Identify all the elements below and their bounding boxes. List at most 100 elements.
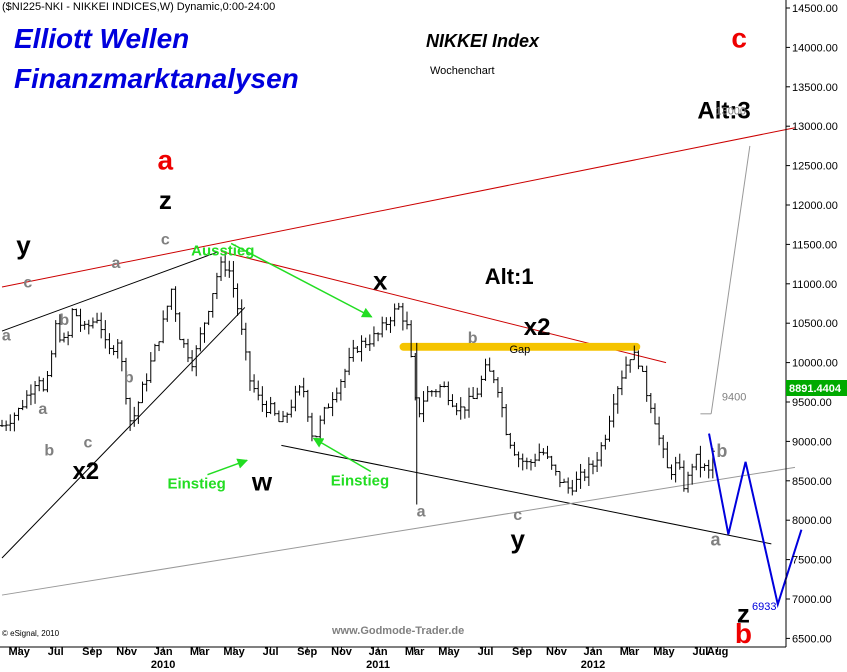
x-tick-label: Aug: [707, 646, 728, 658]
wave-label: c: [23, 275, 32, 292]
y-axis: 6500.00 7000.00 7500.00 8000.00 8500.00 9000.…: [785, 0, 838, 647]
wave-label: c: [161, 231, 170, 248]
x-tick-label: Jan: [583, 646, 602, 658]
x-tick-label: Sep: [512, 646, 532, 658]
price-bars: [0, 252, 715, 505]
wave-label: a: [710, 529, 721, 549]
trend-line: [1, 251, 218, 332]
x-tick-label: Jan: [369, 646, 388, 658]
gap-zone: Gap: [399, 342, 641, 356]
y-tick-label: 14000.00: [792, 42, 838, 54]
title-line1: Elliott Wellen: [14, 23, 189, 54]
wave-label: b: [735, 618, 752, 649]
wave-label: x2: [72, 458, 99, 485]
x-tick-label: Nov: [116, 646, 138, 658]
y-tick-label: 8000.00: [792, 515, 832, 527]
level-label: 9400: [722, 391, 746, 403]
x-tick-label: Jul: [692, 646, 708, 658]
wave-label: b: [59, 312, 69, 329]
gap-label: Gap: [510, 344, 531, 356]
last-price-label: 8891.4404: [789, 383, 842, 395]
x-tick-label: May: [438, 646, 460, 658]
website-label: www.Godmode-Trader.de: [331, 625, 464, 637]
x-tick-label: Sep: [297, 646, 317, 658]
wave-label: x: [373, 265, 388, 295]
wave-label: b: [44, 443, 54, 460]
wave-label: b: [716, 441, 727, 461]
x-tick-label: Nov: [546, 646, 568, 658]
x-tick-label: Sep: [82, 646, 102, 658]
y-tick-label: 9500.00: [792, 397, 832, 409]
wave-label: b: [124, 369, 134, 386]
y-tick-label: 7000.00: [792, 594, 832, 606]
wave-label: c: [84, 435, 93, 452]
x-tick-label: May: [653, 646, 675, 658]
wave-label: a: [38, 401, 47, 418]
x-tick-label: May: [8, 646, 30, 658]
y-tick-label: 12000.00: [792, 200, 838, 212]
wave-label: a: [158, 145, 174, 176]
x-tick-label: May: [223, 646, 245, 658]
chart-period: Wochenchart: [430, 65, 495, 77]
last-price-badge: [786, 380, 847, 396]
trend-line: [710, 145, 751, 414]
x-axis: May Jul Sep Nov Jan Mar May Jul Sep Nov Jan Mar May J…: [0, 646, 786, 671]
wave-label: z: [159, 185, 172, 215]
x-tick-label: Nov: [331, 646, 353, 658]
wave-label: y: [16, 230, 31, 260]
trend-line: [1, 127, 796, 288]
level-label: 13000: [715, 105, 746, 117]
wave-label: y: [511, 524, 526, 554]
y-tick-label: 10000.00: [792, 358, 838, 370]
annotation-label: Einstieg: [167, 476, 225, 493]
y-tick-label: 14500.00: [792, 3, 838, 15]
x-year-label: 2012: [581, 659, 605, 671]
y-tick-label: 13500.00: [792, 82, 838, 94]
symbol-header: ($NI225-NKI - NIKKEI INDICES,W) Dynamic,…: [2, 1, 275, 13]
title-line2: Finanzmarktanalysen: [14, 63, 299, 94]
wave-label: a: [2, 328, 11, 345]
wave-label: z: [737, 599, 750, 629]
y-tick-label: 11500.00: [792, 239, 837, 251]
x-tick-label: Mar: [190, 646, 210, 658]
x-year-label: 2010: [151, 659, 175, 671]
index-name: NIKKEI Index: [426, 31, 540, 51]
y-tick-label: 6500.00: [792, 633, 832, 645]
y-tick-label: 13000.00: [792, 121, 838, 133]
trend-line: [1, 466, 796, 596]
x-tick-label: Jul: [478, 646, 494, 658]
wave-label: Alt:1: [485, 264, 534, 289]
trend-line: [1, 307, 246, 559]
y-tick-label: 7500.00: [792, 555, 832, 567]
wave-label: c: [731, 22, 747, 53]
wave-label: Alt:3: [697, 97, 750, 124]
trend-lines: [1, 127, 796, 596]
y-tick-label: 9000.00: [792, 436, 832, 448]
x-tick-label: Mar: [620, 646, 640, 658]
annotation-arrow: [312, 437, 372, 473]
wave-label: a: [417, 503, 426, 520]
annotation-arrow: [207, 458, 248, 476]
annotation-label: Einstieg: [331, 473, 389, 490]
x-tick-label: Jan: [154, 646, 173, 658]
copyright-label: © eSignal, 2010: [2, 629, 60, 638]
annotation-arrow: [230, 242, 373, 318]
gap-band: [399, 342, 641, 351]
y-tick-label: 8500.00: [792, 476, 832, 488]
wave-label: c: [513, 507, 522, 524]
y-tick-label: 11000.00: [792, 279, 837, 291]
y-tick-label: 12500.00: [792, 161, 838, 173]
x-tick-label: Jul: [48, 646, 64, 658]
wave-label: a: [111, 255, 120, 272]
y-tick-label: 10500.00: [792, 318, 838, 330]
level-labels: 13000 9400 6933: [715, 105, 776, 613]
x-tick-label: Jul: [263, 646, 279, 658]
trend-line: [281, 444, 772, 545]
x-year-label: 2011: [366, 659, 390, 671]
level-label: 6933: [752, 601, 776, 613]
x-tick-label: Mar: [405, 646, 425, 658]
